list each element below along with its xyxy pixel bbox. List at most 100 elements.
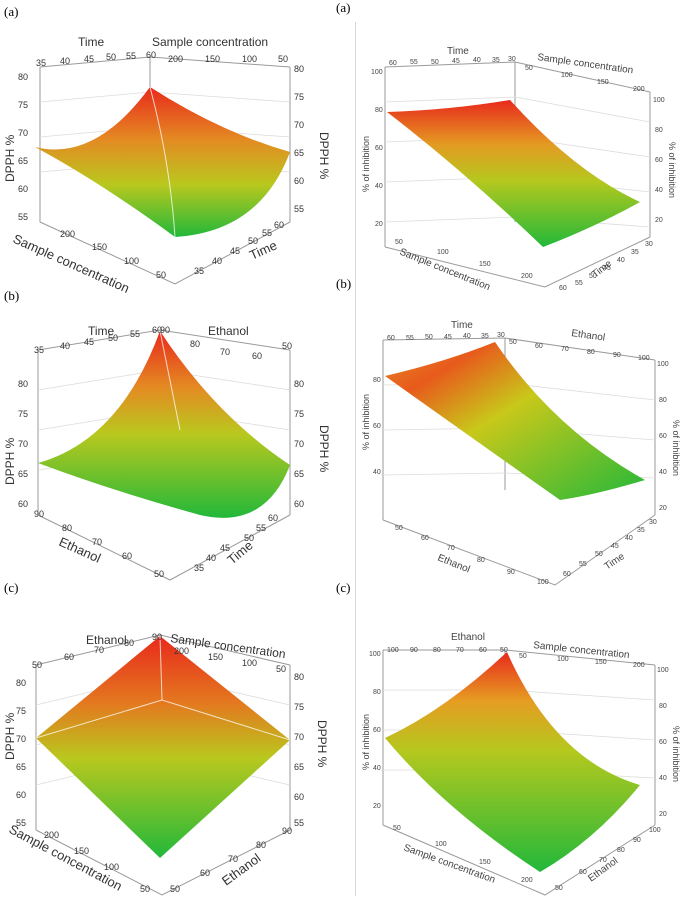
z-axis-title-right: DPPH % [315,720,329,768]
tick-conc-bottom-0: 50 [393,825,401,832]
tick-time-bottom-0: 60 [268,513,278,523]
tick-time-bottom-1: 55 [262,228,272,238]
surface-plot-right-b: Time Ethanol 60 55 50 45 40 35 30 50 60 … [355,300,685,586]
tick-conc-top-0: 200 [168,54,183,64]
x-axis-title-top: Time [88,324,115,338]
surface-plot-left-c: Ethanol Sample concentration 50 60 70 80… [0,610,330,900]
tick-eth-top-1: 60 [535,343,543,350]
tick-time-top-4: 40 [463,333,471,340]
tick-time-top-4: 55 [130,329,140,339]
z-tick-left-4: 60 [16,790,26,800]
tick-time-bottom-0: 30 [649,519,657,526]
z-tick-right-3: 65 [294,148,304,158]
z-axis-title-right: % of inhibition [667,142,677,198]
x-axis-title-bottom: Sample concentration [11,231,132,296]
z-axis-title-left: % of inhibition [361,394,371,450]
z-axis-title-right: DPPH % [317,425,331,473]
z-tick-right-4: 60 [294,176,304,186]
tick-conc-bottom-0: 200 [60,229,75,239]
z-axis-title-left: % of inhibition [361,714,371,770]
tick-time-bottom-3: 45 [611,543,619,550]
z-tick-right-1: 75 [294,92,304,102]
x-axis-title-top: Ethanol [86,633,127,647]
z-tick-left-4: 20 [375,221,383,228]
tick-time-bottom-2: 40 [617,257,625,264]
z-tick-right-4: 20 [659,811,667,818]
tick-time-top-3: 45 [444,334,452,341]
x-axis-title-top: Ethanol [451,632,485,643]
tick-time-bottom-5: 35 [194,563,204,573]
surface-plot-right-c: Ethanol Sample concentration 100 90 80 7… [355,610,685,900]
tick-time-top-1: 40 [60,341,70,351]
tick-time-bottom-3: 45 [603,265,611,272]
y-axis-title-bottom: Ethanol [219,850,264,888]
tick-eth-top-0: 50 [509,339,517,346]
tick-conc-top-3: 50 [276,664,286,674]
tick-conc-bottom-2: 150 [479,261,491,268]
z-axis-title-left: DPPH % [3,712,17,760]
tick-time-bottom-1: 55 [256,523,266,533]
tick-eth-top-2: 80 [433,647,441,654]
z-tick-right-0: 80 [294,672,304,682]
tick-eth-bottom-4: 50 [154,569,164,579]
y-axis-title-top: Sample concentration [537,52,634,76]
tick-conc-bottom-2: 100 [104,862,119,872]
tick-time-top-0: 35 [36,58,46,68]
z-tick-right-2: 60 [659,739,667,746]
tick-time-top-2: 50 [431,59,439,66]
z-tick-right-5: 55 [294,204,304,214]
tick-eth-bottom-4: 90 [507,569,515,576]
z-tick-right-1: 80 [655,127,663,134]
tick-eth-bottom-1: 80 [256,840,266,850]
tick-eth-top-4: 50 [282,341,292,351]
tick-eth-top-5: 50 [500,647,508,654]
tick-eth-bottom-0: 100 [649,827,661,834]
tick-conc-top-3: 200 [633,662,645,669]
tick-conc-bottom-3: 50 [140,884,150,894]
tick-eth-top-1: 80 [190,339,200,349]
tick-conc-top-1: 150 [205,54,220,64]
tick-time-bottom-6: 60 [559,285,567,292]
tick-eth-bottom-3: 70 [599,857,607,864]
tick-conc-top-0: 50 [525,65,533,72]
tick-eth-top-4: 60 [479,647,487,654]
tick-eth-top-0: 100 [387,647,399,654]
tick-eth-bottom-1: 60 [421,535,429,542]
z-tick-left-0: 80 [373,377,381,384]
z-axis-title-right: DPPH % [317,132,331,180]
z-tick-left-1: 75 [16,706,26,716]
panel-label-left-c: (c) [4,580,19,595]
y-axis-title-bottom: Time [603,551,628,573]
tick-time-top-3: 45 [452,58,460,65]
z-tick-right-2: 60 [659,433,667,440]
z-tick-left-2: 70 [16,734,26,744]
tick-time-top-1: 55 [410,59,418,66]
z-tick-left-2: 60 [375,145,383,152]
tick-eth-bottom-0: 90 [34,509,44,519]
z-tick-right-1: 80 [659,703,667,710]
y-axis-title-top: Sample concentration [152,35,268,49]
tick-time-bottom-2: 50 [244,533,254,543]
tick-conc-top-1: 100 [557,656,569,663]
tick-time-bottom-5: 55 [575,280,583,287]
tick-time-top-3: 50 [108,333,118,343]
tick-time-bottom-3: 45 [230,246,240,256]
z-tick-left-4: 60 [18,184,28,194]
surface-plot-right-a: Time Sample concentration 60 55 50 45 40… [355,22,685,293]
tick-time-bottom-4: 40 [212,256,222,266]
z-tick-right-0: 80 [294,379,304,389]
tick-eth-bottom-1: 90 [633,837,641,844]
tick-time-bottom-5: 55 [579,561,587,568]
response-surface [385,652,640,872]
z-tick-left-0: 80 [18,72,28,82]
z-axis-title-right: % of inhibition [671,420,681,476]
tick-eth-bottom-4: 60 [579,869,587,876]
tick-time-bottom-1: 35 [631,249,639,256]
z-axis-title-left: DPPH % [3,134,17,182]
z-tick-left-0: 80 [16,678,26,688]
tick-time-bottom-6: 60 [563,571,571,578]
tick-time-top-0: 60 [389,60,397,67]
tick-eth-top-0: 50 [32,660,42,670]
tick-eth-top-3: 60 [252,351,262,361]
tick-eth-bottom-5: 50 [555,885,563,892]
